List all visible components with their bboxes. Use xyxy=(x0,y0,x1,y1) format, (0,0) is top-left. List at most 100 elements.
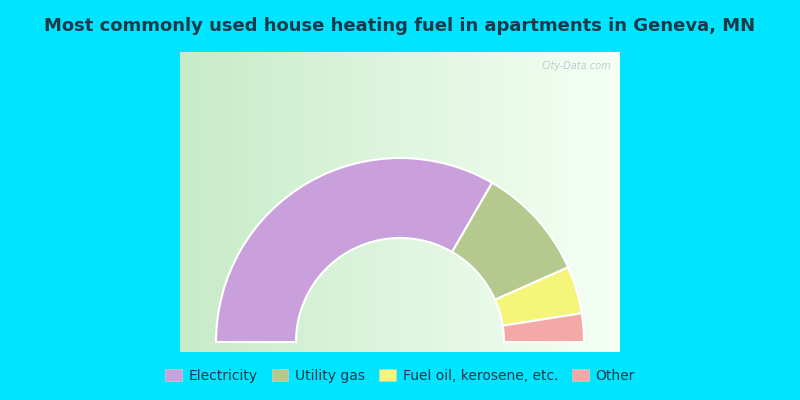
Bar xyxy=(180,52,182,352)
Bar xyxy=(325,52,328,352)
Bar xyxy=(195,52,198,352)
Bar xyxy=(206,52,209,352)
Bar xyxy=(259,52,262,352)
Bar xyxy=(235,52,238,352)
Bar xyxy=(270,52,273,352)
Bar xyxy=(219,52,222,352)
Bar xyxy=(244,52,246,352)
Bar xyxy=(477,52,480,352)
Bar xyxy=(541,52,543,352)
Bar xyxy=(550,52,552,352)
Bar xyxy=(503,52,506,352)
Bar xyxy=(479,52,482,352)
Bar xyxy=(213,52,216,352)
Bar xyxy=(229,52,231,352)
Bar xyxy=(257,52,259,352)
Bar xyxy=(336,52,339,352)
Bar xyxy=(510,52,513,352)
Bar xyxy=(600,52,603,352)
Bar xyxy=(204,52,206,352)
Bar xyxy=(314,52,317,352)
Bar xyxy=(406,52,409,352)
Bar xyxy=(400,52,402,352)
Bar xyxy=(474,52,478,352)
Bar xyxy=(466,52,469,352)
Bar xyxy=(501,52,504,352)
Bar xyxy=(394,52,396,352)
Bar xyxy=(611,52,614,352)
Bar xyxy=(523,52,526,352)
Bar xyxy=(497,52,499,352)
Bar xyxy=(338,52,341,352)
Bar xyxy=(547,52,550,352)
Wedge shape xyxy=(216,158,492,342)
Bar xyxy=(526,52,528,352)
Bar xyxy=(321,52,323,352)
Bar xyxy=(264,52,266,352)
Bar xyxy=(418,52,420,352)
Bar xyxy=(262,52,264,352)
Bar xyxy=(494,52,498,352)
Bar xyxy=(279,52,282,352)
Bar xyxy=(430,52,434,352)
Bar xyxy=(483,52,486,352)
Bar xyxy=(543,52,546,352)
Bar xyxy=(581,52,583,352)
Wedge shape xyxy=(452,183,568,300)
Bar xyxy=(186,52,189,352)
Bar xyxy=(570,52,572,352)
Bar xyxy=(490,52,493,352)
Bar xyxy=(218,52,220,352)
Bar xyxy=(530,52,533,352)
Bar xyxy=(310,52,312,352)
Bar xyxy=(391,52,394,352)
Bar xyxy=(380,52,383,352)
Bar xyxy=(292,52,294,352)
Bar xyxy=(347,52,350,352)
Bar xyxy=(374,52,376,352)
Bar xyxy=(272,52,275,352)
Bar xyxy=(585,52,587,352)
Bar xyxy=(237,52,240,352)
Bar xyxy=(605,52,607,352)
Bar xyxy=(578,52,581,352)
Bar xyxy=(360,52,363,352)
Bar xyxy=(433,52,436,352)
Bar xyxy=(528,52,530,352)
Bar xyxy=(517,52,519,352)
Bar xyxy=(574,52,576,352)
Bar xyxy=(362,52,366,352)
Bar xyxy=(345,52,348,352)
Bar xyxy=(404,52,407,352)
Bar xyxy=(352,52,354,352)
Bar xyxy=(330,52,332,352)
Bar xyxy=(233,52,235,352)
Bar xyxy=(470,52,473,352)
Bar xyxy=(297,52,299,352)
Bar xyxy=(532,52,534,352)
Bar xyxy=(514,52,517,352)
Bar xyxy=(370,52,372,352)
Bar xyxy=(582,52,585,352)
Bar xyxy=(486,52,488,352)
Bar xyxy=(365,52,367,352)
Bar xyxy=(198,52,200,352)
Bar xyxy=(191,52,194,352)
Bar xyxy=(378,52,381,352)
Legend: Electricity, Utility gas, Fuel oil, kerosene, etc., Other: Electricity, Utility gas, Fuel oil, kero… xyxy=(159,364,641,388)
Bar xyxy=(538,52,542,352)
Bar xyxy=(435,52,438,352)
Bar xyxy=(312,52,314,352)
Bar xyxy=(424,52,427,352)
Bar xyxy=(294,52,297,352)
Bar xyxy=(576,52,578,352)
Bar xyxy=(546,52,548,352)
Bar xyxy=(512,52,515,352)
Bar xyxy=(558,52,561,352)
Bar xyxy=(282,52,284,352)
Bar xyxy=(396,52,398,352)
Bar xyxy=(382,52,385,352)
Bar xyxy=(455,52,458,352)
Bar xyxy=(318,52,322,352)
Bar xyxy=(618,52,621,352)
